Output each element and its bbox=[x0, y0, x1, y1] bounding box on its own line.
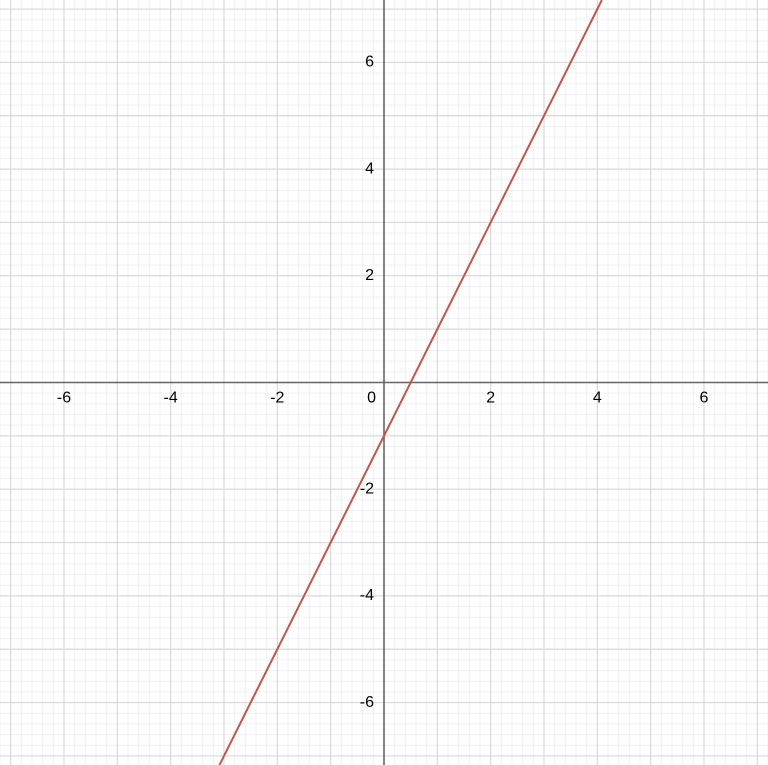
y-tick-label: 4 bbox=[365, 160, 374, 177]
coordinate-plane-chart: -6 -4 -2 2 4 6 -6 -4 -2 2 4 6 0 bbox=[0, 0, 768, 765]
x-tick-label: 6 bbox=[700, 390, 709, 407]
y-tick-label: 6 bbox=[365, 54, 374, 71]
y-tick-label: -2 bbox=[360, 480, 374, 497]
x-tick-label: -4 bbox=[164, 390, 178, 407]
origin-label: 0 bbox=[367, 390, 376, 407]
y-tick-label: -4 bbox=[360, 587, 374, 604]
chart-svg: -6 -4 -2 2 4 6 -6 -4 -2 2 4 6 0 bbox=[0, 0, 768, 765]
y-tick-label: 2 bbox=[365, 267, 374, 284]
y-tick-label: -6 bbox=[360, 694, 374, 711]
x-tick-label: -6 bbox=[57, 390, 71, 407]
x-tick-label: 2 bbox=[486, 390, 495, 407]
x-tick-label: 4 bbox=[593, 390, 602, 407]
x-tick-label: -2 bbox=[270, 390, 284, 407]
